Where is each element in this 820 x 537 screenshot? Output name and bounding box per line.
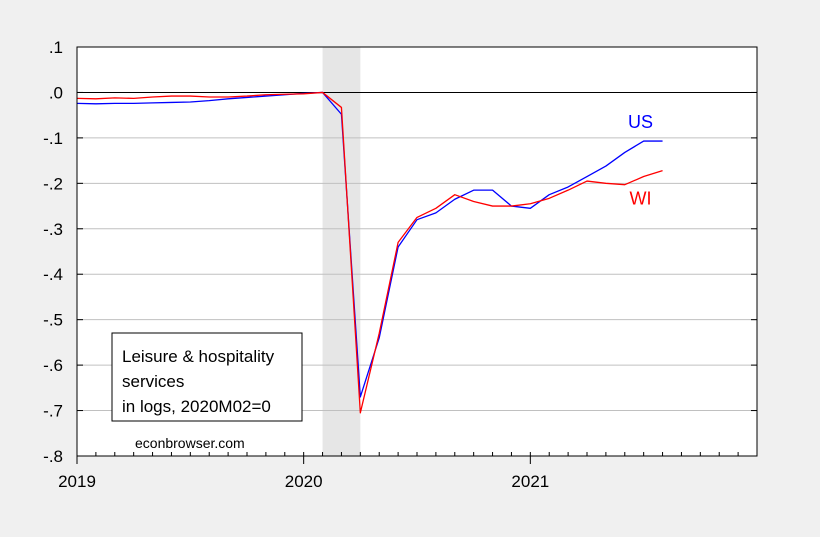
y-tick-label: -.4 bbox=[43, 265, 63, 284]
source-text: econbrowser.com bbox=[135, 435, 245, 451]
series-line-us bbox=[76, 91, 663, 398]
y-tick-label: -.6 bbox=[43, 356, 63, 375]
x-tick-label: 2020 bbox=[285, 472, 323, 491]
y-tick-label: -.1 bbox=[43, 129, 63, 148]
series-line-wi bbox=[76, 91, 663, 414]
series-label-us: US bbox=[628, 112, 653, 132]
annotation-line-1: Leisure & hospitality bbox=[122, 347, 275, 366]
y-tick-label: -.5 bbox=[43, 311, 63, 330]
y-tick-label: .0 bbox=[49, 83, 63, 102]
y-tick-label: .1 bbox=[49, 38, 63, 57]
annotation-line-2: services bbox=[122, 372, 184, 391]
y-tick-label: -.2 bbox=[43, 174, 63, 193]
annotation-box-frame bbox=[111, 332, 303, 422]
y-tick-label: -.8 bbox=[43, 447, 63, 466]
series-layer: US WI bbox=[76, 91, 663, 414]
x-tick-label: 2019 bbox=[58, 472, 96, 491]
y-tick-label: -.7 bbox=[43, 402, 63, 421]
annotation-box: Leisure & hospitality services in logs, … bbox=[111, 332, 303, 422]
x-tick-label: 2021 bbox=[511, 472, 549, 491]
annotation-line-3: in logs, 2020M02=0 bbox=[122, 397, 271, 416]
axes: .1 .0 -.1 -.2 -.3 -.4 -.5 -.6 -.7 -.8 2019 2020 2021 bbox=[43, 38, 757, 491]
y-tick-label: -.3 bbox=[43, 220, 63, 239]
series-label-wi: WI bbox=[630, 189, 652, 209]
